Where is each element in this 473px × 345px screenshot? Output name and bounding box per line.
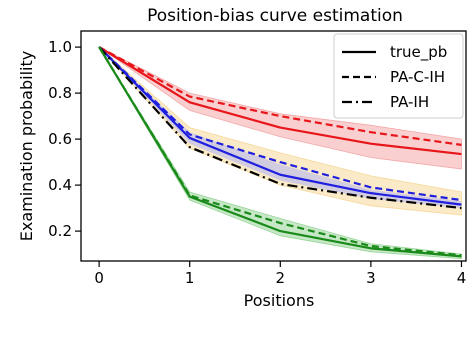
confidence-band xyxy=(98,46,462,260)
x-tick-label: 0 xyxy=(94,269,104,287)
confidence-bands xyxy=(98,46,462,260)
x-axis-label: Positions xyxy=(244,291,315,310)
legend-box xyxy=(333,33,464,119)
legend-label: PA-IH xyxy=(390,93,429,111)
x-axis-ticks: 0 1 2 3 4 xyxy=(94,261,466,287)
y-tick-label: 1.0 xyxy=(48,38,72,56)
x-tick-label: 4 xyxy=(457,269,467,287)
y-tick-label: 0.6 xyxy=(48,130,72,148)
legend-label: true_pb xyxy=(390,43,447,62)
confidence-band xyxy=(98,46,462,170)
confidence-band xyxy=(99,47,462,209)
chart-title: Position-bias curve estimation xyxy=(147,6,403,26)
series-line xyxy=(98,46,462,146)
y-axis-ticks: 0.2 0.4 0.6 0.8 1.0 xyxy=(48,38,81,240)
series-line xyxy=(98,46,462,210)
plot-frame xyxy=(80,30,467,262)
y-tick-label: 0.2 xyxy=(48,222,72,240)
legend: true_pb PA-C-IH PA-IH xyxy=(333,33,464,119)
x-tick-label: 3 xyxy=(366,269,376,287)
y-tick-label: 0.4 xyxy=(48,176,72,194)
series-line xyxy=(98,46,462,257)
x-tick-label: 2 xyxy=(276,269,286,287)
series-line xyxy=(98,46,462,206)
x-tick-label: 1 xyxy=(185,269,195,287)
y-axis-label: Examination probability xyxy=(17,51,36,241)
series-line xyxy=(98,46,462,156)
legend-label: PA-C-IH xyxy=(390,68,445,86)
y-tick-label: 0.8 xyxy=(48,84,72,102)
series-lines xyxy=(98,46,462,258)
series-line xyxy=(98,46,462,202)
